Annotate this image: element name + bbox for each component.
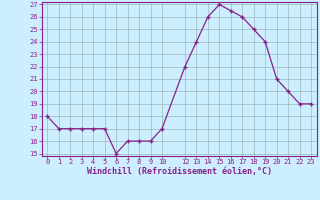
X-axis label: Windchill (Refroidissement éolien,°C): Windchill (Refroidissement éolien,°C) [87,167,272,176]
